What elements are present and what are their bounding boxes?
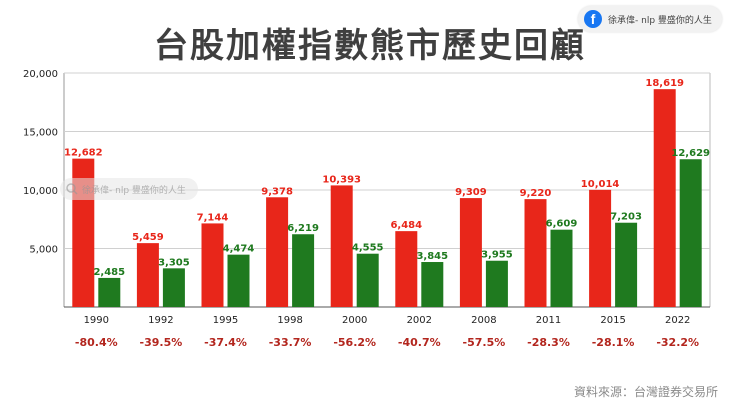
y-tick-label: 15,000 <box>23 128 58 139</box>
x-tick-label: 2022 <box>665 315 690 326</box>
data-label-peak: 5,459 <box>132 232 164 243</box>
decline-label: -56.2% <box>333 336 376 349</box>
bar-trough <box>615 222 638 307</box>
watermark: 徐承偉- nlp 豐盛你的人生 <box>60 178 198 200</box>
watermark-text: 徐承偉- nlp 豐盛你的人生 <box>82 185 186 196</box>
decline-label: -40.7% <box>398 336 441 349</box>
data-label-peak: 10,393 <box>322 174 361 185</box>
decline-label: -28.1% <box>592 336 635 349</box>
x-tick-label: 2011 <box>536 315 561 326</box>
y-tick-label: 20,000 <box>23 69 58 80</box>
data-label-trough: 3,955 <box>481 250 513 261</box>
bar-trough <box>421 262 444 307</box>
data-label-peak: 7,144 <box>197 212 229 223</box>
x-tick-label: 1998 <box>277 315 302 326</box>
bar-peak <box>589 189 612 307</box>
bar-peak <box>524 199 547 307</box>
bar-trough <box>227 254 250 307</box>
facebook-icon: f <box>584 10 602 28</box>
data-label-trough: 4,474 <box>223 244 255 255</box>
data-label-trough: 3,845 <box>416 251 448 262</box>
data-label-peak: 9,378 <box>261 186 293 197</box>
y-tick-label: 5,000 <box>29 245 58 256</box>
facebook-badge[interactable]: f 徐承偉- nlp 豐盛你的人生 <box>578 6 722 32</box>
decline-label: -39.5% <box>140 336 183 349</box>
bar-peak <box>136 243 159 307</box>
data-label-peak: 18,619 <box>645 78 684 89</box>
facebook-badge-text: 徐承偉- nlp 豐盛你的人生 <box>608 15 712 26</box>
decline-label: -33.7% <box>269 336 312 349</box>
data-label-trough: 6,219 <box>287 223 319 234</box>
x-tick-label: 2008 <box>471 315 496 326</box>
bar-trough <box>292 234 315 307</box>
bar-peak <box>201 223 224 307</box>
x-tick-label: 1995 <box>213 315 238 326</box>
bar-trough <box>679 159 702 307</box>
bar-peak <box>330 185 353 307</box>
data-label-peak: 10,014 <box>581 179 620 190</box>
x-tick-label: 1990 <box>84 315 109 326</box>
data-label-peak: 12,682 <box>64 148 103 159</box>
decline-label: -57.5% <box>463 336 506 349</box>
bar-trough <box>550 229 573 307</box>
chart-title: 台股加權指數熊市歷史回顧 <box>154 26 586 66</box>
x-tick-label: 2000 <box>342 315 367 326</box>
data-label-trough: 12,629 <box>671 148 710 159</box>
decline-label: -80.4% <box>75 336 118 349</box>
x-tick-label: 2015 <box>600 315 625 326</box>
source-note: 資料來源：台灣證券交易所 <box>573 385 718 399</box>
data-label-trough: 3,305 <box>158 257 190 268</box>
data-label-peak: 6,484 <box>390 220 422 231</box>
data-label-trough: 2,485 <box>93 267 125 278</box>
bar-peak <box>459 198 482 307</box>
bar-peak <box>653 89 676 307</box>
x-tick-label: 2002 <box>407 315 432 326</box>
bar-peak <box>266 197 289 307</box>
decline-label: -37.4% <box>204 336 247 349</box>
x-tick-label: 1992 <box>148 315 173 326</box>
bar-trough <box>98 277 121 307</box>
bar-peak <box>395 231 418 307</box>
data-label-peak: 9,220 <box>520 188 552 199</box>
decline-label: -28.3% <box>527 336 570 349</box>
bar-trough <box>485 260 508 307</box>
decline-label: -32.2% <box>656 336 699 349</box>
search-icon <box>66 183 78 195</box>
data-label-trough: 6,609 <box>546 219 578 230</box>
data-label-trough: 4,555 <box>352 243 384 254</box>
data-label-trough: 7,203 <box>610 212 642 223</box>
y-tick-label: 10,000 <box>23 186 58 197</box>
bar-trough <box>356 253 379 307</box>
data-label-peak: 9,309 <box>455 187 487 198</box>
bar-trough <box>162 268 185 307</box>
